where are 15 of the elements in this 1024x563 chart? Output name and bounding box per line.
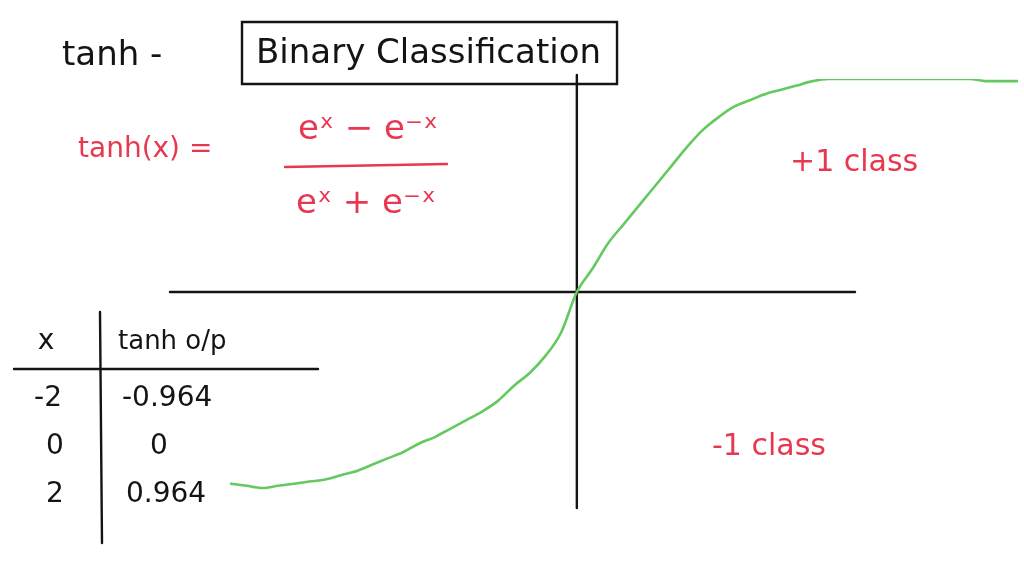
- annotation: eˣ − e⁻ˣ: [297, 106, 439, 147]
- text: 0.964: [126, 476, 207, 510]
- chart-subtitle: Binary Classification: [256, 30, 602, 71]
- annotation: -1 class: [712, 426, 826, 462]
- annotation: +1 class: [790, 142, 919, 178]
- text: 0: [150, 428, 168, 462]
- text: -2: [34, 380, 62, 414]
- text: 2: [46, 476, 64, 510]
- annotation: eˣ + e⁻ˣ: [295, 180, 437, 221]
- text: tanh(x) =: [78, 131, 213, 165]
- text: -0.964: [122, 380, 213, 414]
- text: 0: [46, 428, 64, 462]
- chart-title: tanh -: [62, 32, 163, 73]
- annotation: tanh o/p: [118, 324, 227, 355]
- text: x: [37, 323, 55, 357]
